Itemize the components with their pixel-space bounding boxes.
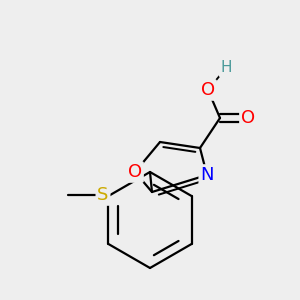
Text: S: S [97, 186, 109, 204]
Text: N: N [200, 166, 214, 184]
Text: O: O [201, 81, 215, 99]
Text: O: O [241, 109, 255, 127]
Text: O: O [128, 163, 142, 181]
Text: H: H [220, 61, 232, 76]
